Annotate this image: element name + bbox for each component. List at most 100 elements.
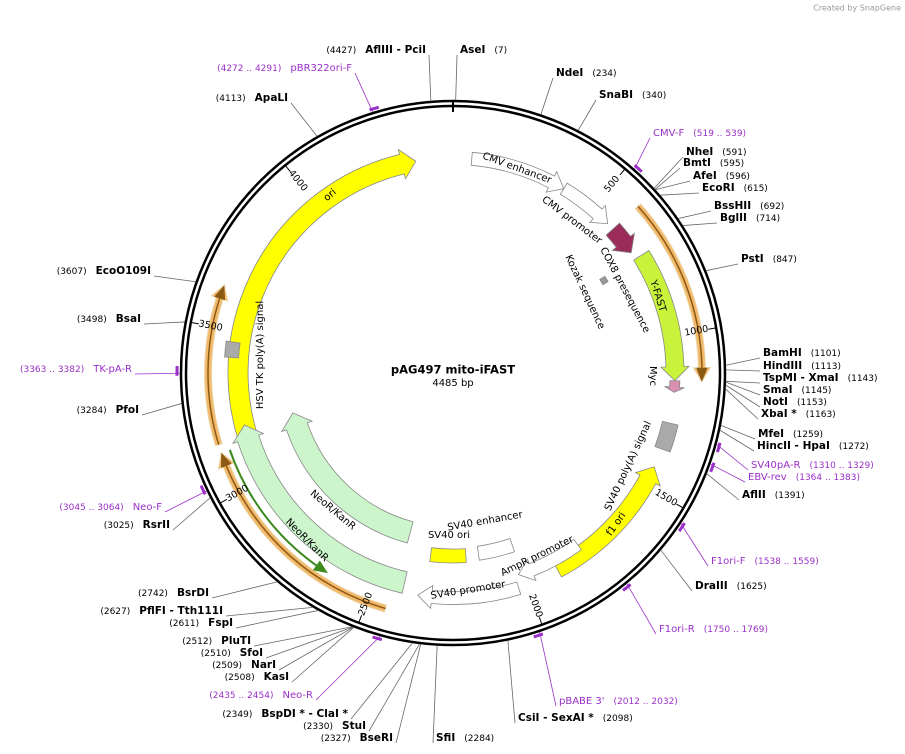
label: EBV-rev (1364 .. 1383) bbox=[748, 472, 860, 483]
leader-line bbox=[235, 610, 319, 629]
primer-mark bbox=[678, 522, 686, 532]
leader-line bbox=[291, 627, 355, 683]
label: (2435 .. 2454) Neo-R bbox=[209, 690, 313, 701]
label: (2512) PluTI bbox=[182, 635, 251, 647]
leader-line bbox=[626, 583, 657, 635]
plasmid-name: pAG497 mito-iFAST bbox=[391, 363, 515, 377]
label-extra: RsrII bbox=[143, 519, 170, 531]
label-name: HincII - HpaI bbox=[757, 440, 830, 452]
label: (4272 .. 4291) pBR322ori-F bbox=[217, 63, 352, 74]
leader-line bbox=[134, 372, 181, 375]
label: BglII (714) bbox=[720, 212, 780, 224]
leader-line bbox=[634, 137, 651, 170]
tick-label: 3500 bbox=[198, 318, 224, 333]
leader-line bbox=[540, 77, 554, 115]
label-name: (2512) bbox=[182, 637, 212, 647]
label-name: (2349) bbox=[222, 710, 252, 720]
label-extra: (2012 .. 2032) bbox=[614, 697, 678, 707]
label-name: NheI bbox=[686, 146, 713, 158]
feature-label: SV40 ori bbox=[428, 530, 470, 541]
label: SmaI (1145) bbox=[763, 384, 831, 396]
tick-mark bbox=[284, 164, 291, 172]
label: (2627) PflFI - Tth111I bbox=[100, 605, 223, 617]
primer-mark bbox=[175, 366, 179, 376]
leader-line bbox=[253, 626, 353, 647]
leader-line bbox=[350, 642, 413, 720]
label-name: TspMI - XmaI bbox=[763, 372, 839, 384]
leader-line bbox=[719, 429, 755, 452]
feature bbox=[605, 222, 635, 254]
label-extra: FspI bbox=[208, 617, 233, 629]
label: SnaBI (340) bbox=[599, 89, 666, 101]
label: NdeI (234) bbox=[556, 67, 617, 79]
label-name: CsiI - SexAI * bbox=[518, 712, 594, 724]
label-name: (3498) bbox=[77, 315, 107, 325]
label-extra: (519 .. 539) bbox=[693, 129, 746, 139]
label: SV40pA-R (1310 .. 1329) bbox=[751, 460, 874, 471]
label: AseI (7) bbox=[460, 44, 507, 56]
label: (3284) PfoI bbox=[77, 404, 139, 416]
tick-mark bbox=[190, 321, 199, 325]
primer-mark bbox=[199, 485, 207, 495]
tick-mark bbox=[619, 168, 626, 176]
label-extra: (1145) bbox=[802, 386, 832, 396]
label-name: EcoRI bbox=[702, 182, 735, 194]
label-extra: (1153) bbox=[797, 398, 827, 408]
label-extra: (2284) bbox=[464, 734, 494, 744]
label: HincII - HpaI (1272) bbox=[757, 440, 869, 452]
label: (2349) BspDI * - ClaI * bbox=[222, 708, 348, 720]
label: TspMI - XmaI (1143) bbox=[763, 372, 878, 384]
feature bbox=[633, 250, 690, 382]
label-extra: TK-pA-R bbox=[92, 364, 132, 375]
label-name: XbaI * bbox=[761, 408, 797, 420]
label: (2508) KasI bbox=[225, 671, 289, 683]
label-extra: (1272) bbox=[839, 442, 869, 452]
leader-line bbox=[315, 635, 381, 701]
label: NotI (1153) bbox=[763, 396, 827, 408]
label-name: (2611) bbox=[169, 619, 199, 629]
leader-line bbox=[725, 357, 761, 366]
label: F1ori-R (1750 .. 1769) bbox=[659, 624, 768, 635]
leader-line bbox=[539, 631, 557, 707]
label: NheI (591) bbox=[686, 146, 747, 158]
label-extra: (1113) bbox=[811, 362, 841, 372]
label-extra: (1259) bbox=[793, 430, 823, 440]
label-name: (2435 .. 2454) bbox=[209, 691, 273, 701]
primer-mark bbox=[533, 632, 544, 639]
leader-line bbox=[654, 167, 681, 190]
label-extra: (1364 .. 1383) bbox=[796, 473, 860, 483]
leader-line bbox=[716, 444, 749, 471]
label-extra: EcoO109I bbox=[96, 265, 151, 277]
leader-line bbox=[278, 626, 354, 671]
label-name: (4272 .. 4291) bbox=[217, 64, 281, 74]
label-extra: (1750 .. 1769) bbox=[704, 625, 768, 635]
label: (2742) BsrDI bbox=[138, 587, 209, 599]
label-extra: (2098) bbox=[603, 714, 633, 724]
label: (2509) NarI bbox=[212, 659, 276, 671]
label-name: (2627) bbox=[100, 607, 130, 617]
tick-label: 4000 bbox=[286, 168, 310, 194]
label-name: (2330) bbox=[303, 722, 333, 732]
label-name: (2742) bbox=[138, 589, 168, 599]
feature bbox=[429, 547, 467, 564]
label: PstI (847) bbox=[741, 253, 797, 265]
leader-line bbox=[225, 606, 313, 617]
label-name: MfeI bbox=[758, 428, 784, 440]
label: F1ori-F (1538 .. 1559) bbox=[711, 556, 819, 567]
leader-line bbox=[428, 54, 432, 101]
feature-label: HSV TK poly(A) signal bbox=[255, 301, 266, 409]
label: (2611) FspI bbox=[169, 617, 233, 629]
label: AfeI (596) bbox=[693, 170, 750, 182]
tick-mark bbox=[538, 617, 543, 625]
label-name: BmtI bbox=[683, 157, 711, 169]
leader-line bbox=[725, 381, 761, 396]
tick-mark bbox=[219, 498, 228, 504]
feature bbox=[664, 380, 685, 393]
feature bbox=[476, 537, 516, 561]
leader-line bbox=[660, 192, 700, 196]
label-extra: (1163) bbox=[806, 410, 836, 420]
label-extra: (596) bbox=[726, 172, 750, 182]
primer-mark bbox=[716, 442, 722, 453]
leader-line bbox=[164, 490, 207, 513]
